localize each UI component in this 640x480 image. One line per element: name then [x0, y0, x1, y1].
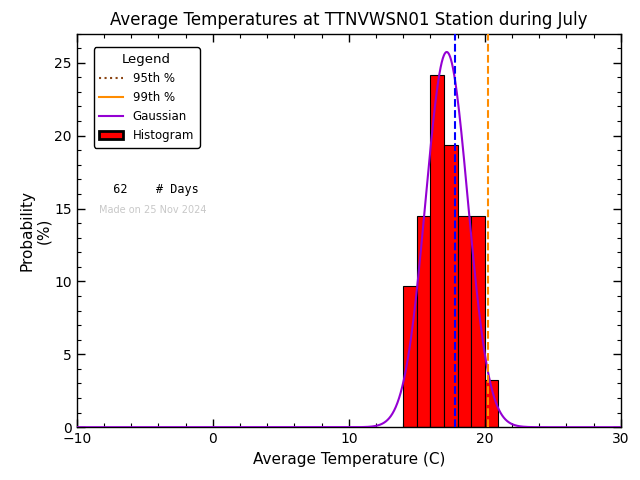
Bar — [485, 380, 499, 427]
Title: Average Temperatures at TTNVWSN01 Station during July: Average Temperatures at TTNVWSN01 Statio… — [110, 11, 588, 29]
Y-axis label: Probability
(%): Probability (%) — [19, 190, 52, 271]
Legend: 95th %, 99th %, Gaussian, Histogram: 95th %, 99th %, Gaussian, Histogram — [93, 48, 200, 148]
Bar — [458, 216, 471, 427]
Text: 62    # Days: 62 # Days — [99, 183, 198, 196]
Text: Made on 25 Nov 2024: Made on 25 Nov 2024 — [99, 204, 206, 215]
Bar — [417, 216, 431, 427]
Bar — [444, 145, 458, 427]
Bar — [403, 286, 417, 427]
Bar — [431, 74, 444, 427]
X-axis label: Average Temperature (C): Average Temperature (C) — [253, 452, 445, 467]
Bar — [471, 216, 485, 427]
